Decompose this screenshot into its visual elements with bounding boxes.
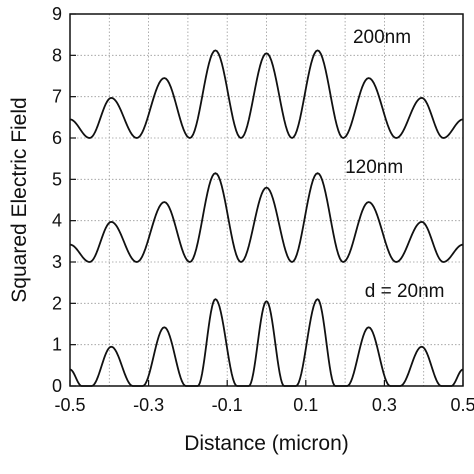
y-tick-label: 2 [52,293,62,313]
curve-label: 120nm [345,157,403,178]
y-axis-label: Squared Electric Field [8,97,31,302]
plot-frame [69,13,464,387]
y-tick-label: 5 [52,169,62,189]
y-tick-label: 8 [52,45,62,65]
annotation-layer: 200nm 120nm d = 20nm [345,27,444,302]
grid-layer [70,14,463,386]
y-tick-label: 7 [52,87,62,107]
y-tick-label: 4 [52,211,62,231]
tick-layer: -0.5 -0.3 -0.1 0.1 0.3 0.5 0 1 2 3 4 5 6 7 8 9 [52,4,474,415]
curve-label: d = 20nm [365,281,445,302]
x-tick-label: -0.3 [133,395,164,415]
series-line-200nm [69,49,464,139]
x-axis-label: Distance (micron) [184,432,349,455]
y-tick-label: 6 [52,128,62,148]
y-tick-label: 0 [52,376,62,396]
x-tick-label: 0.1 [293,395,318,415]
curve-label: 200nm [353,27,411,48]
x-tick-label: 0.3 [372,395,397,415]
x-tick-label: -0.5 [54,395,85,415]
x-tick-label: 0.5 [450,395,474,415]
y-tick-label: 3 [52,252,62,272]
y-tick-label: 9 [52,4,62,24]
x-tick-label: -0.1 [212,395,243,415]
y-tick-label: 1 [52,335,62,355]
series-line-120nm [69,172,464,263]
